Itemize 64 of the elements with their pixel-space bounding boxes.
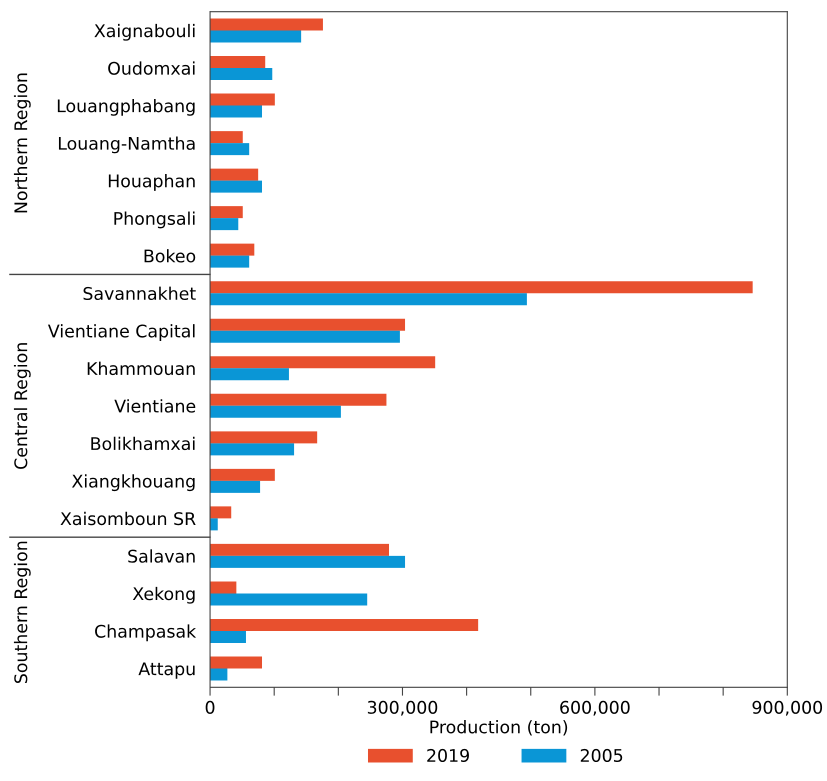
bar — [210, 256, 250, 268]
y-tick-label: Louang-Namtha — [58, 136, 195, 154]
bar — [210, 318, 406, 331]
bar — [210, 30, 302, 42]
bar — [210, 618, 478, 631]
bar — [210, 131, 243, 144]
bar — [210, 406, 341, 418]
y-tick-label: Xiangkhouang — [72, 474, 195, 492]
x-tick-label: 0 — [206, 700, 214, 714]
bar — [210, 356, 436, 368]
bar — [210, 106, 262, 118]
bar — [210, 581, 236, 594]
bar — [210, 68, 272, 80]
text: Northern Region — [14, 74, 31, 212]
y-tick-label: Attapu — [138, 662, 195, 679]
bar — [210, 244, 254, 256]
bar — [210, 281, 753, 294]
y-tick-label: Xaisomboun SR — [60, 512, 196, 526]
bar — [210, 443, 294, 456]
bar — [210, 18, 323, 30]
y-tick-label: Houaphan — [108, 174, 195, 191]
bar — [210, 593, 368, 606]
bar — [210, 56, 266, 68]
bar — [210, 218, 238, 230]
x-axis-title: Production (ton) — [430, 720, 568, 736]
text: Southern Region — [14, 542, 31, 684]
y-tick-label: Salavan — [128, 549, 195, 563]
bar — [210, 206, 243, 218]
y-tick-label: Vientiane Capital — [48, 324, 195, 341]
x-tick-label: 900,000 — [752, 700, 822, 716]
bar — [210, 544, 390, 556]
bar — [210, 480, 260, 493]
y-tick-label: Xekong — [132, 586, 195, 604]
bar — [210, 506, 232, 518]
bar — [210, 630, 246, 643]
bar — [210, 668, 228, 681]
bar — [210, 293, 527, 306]
legend-label: 2005 — [580, 748, 622, 762]
y-tick-label: Champasak — [95, 624, 196, 642]
y-tick-label: Bolikhamxai — [91, 436, 195, 450]
bar — [210, 556, 406, 568]
y-tick-label: Vientiane — [114, 399, 196, 413]
bar — [210, 468, 275, 481]
bar — [210, 394, 386, 406]
bar — [210, 368, 289, 380]
bar — [210, 168, 258, 181]
bar — [210, 180, 262, 193]
x-tick-label: 300,000 — [368, 700, 438, 716]
y-tick-label: Oudomxai — [108, 61, 195, 75]
bar — [210, 94, 275, 106]
bar — [210, 431, 318, 444]
y-tick-label: Louangphabang — [58, 98, 195, 116]
y-tick-label: Khammouan — [88, 362, 195, 376]
y-tick-label: Bokeo — [144, 249, 196, 263]
legend-label: 2019 — [427, 748, 469, 762]
y-tick-label: Phongsali — [114, 212, 195, 228]
bar — [210, 656, 262, 669]
bar — [210, 143, 250, 156]
x-tick-label: 600,000 — [560, 700, 630, 716]
text: Central Region — [14, 343, 31, 469]
bar — [210, 518, 218, 530]
y-tick-label: Xaignabouli — [94, 24, 195, 41]
y-tick-label: Savannakhet — [84, 286, 196, 300]
bar — [210, 330, 400, 343]
